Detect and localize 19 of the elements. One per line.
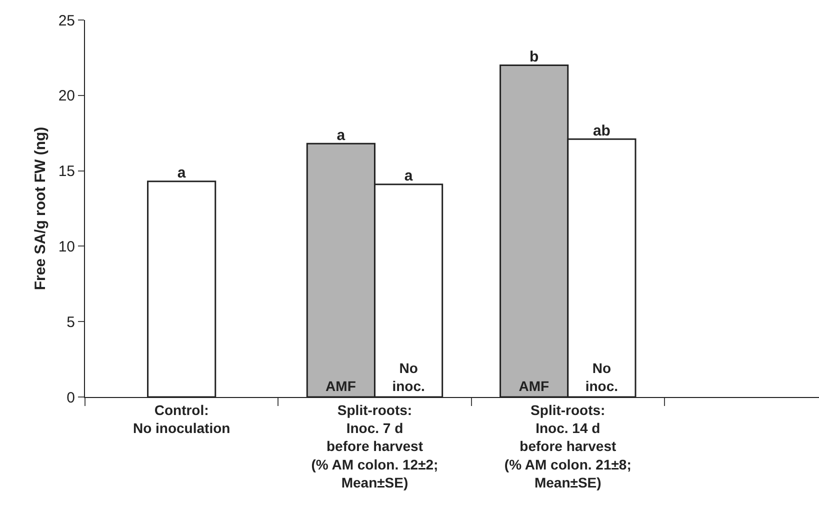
x-tick-label: Split-roots: Inoc. 14 d before harvest (% AM colon. 21±8; Mean±SE) <box>504 402 632 491</box>
y-tick-label: 5 <box>66 314 75 331</box>
data-label: a <box>336 126 346 144</box>
x-tick-label: Split-roots: Inoc. 7 d before harvest (% AM colon. 12±2; Mean±SE) <box>311 402 438 491</box>
text: AMF <box>518 378 550 394</box>
data-label: b <box>530 48 539 66</box>
y-tick-label: 20 <box>58 88 75 105</box>
y-tick-label: 0 <box>66 389 75 406</box>
y-axis-title: Free SA/g root FW (ng) <box>32 126 49 290</box>
data-label: ab <box>592 122 610 140</box>
y-tick-label: 15 <box>58 163 75 180</box>
series-label: No inoc. <box>392 360 425 394</box>
text: No inoc. <box>585 360 618 394</box>
data-label: a <box>404 168 414 185</box>
x-tick-label: Control: No inoculation <box>132 402 230 436</box>
series-label: AMF <box>326 378 356 394</box>
y-tick-label: 25 <box>58 12 75 30</box>
data-label: a <box>177 164 186 182</box>
y-tick-label: 10 <box>58 238 75 256</box>
